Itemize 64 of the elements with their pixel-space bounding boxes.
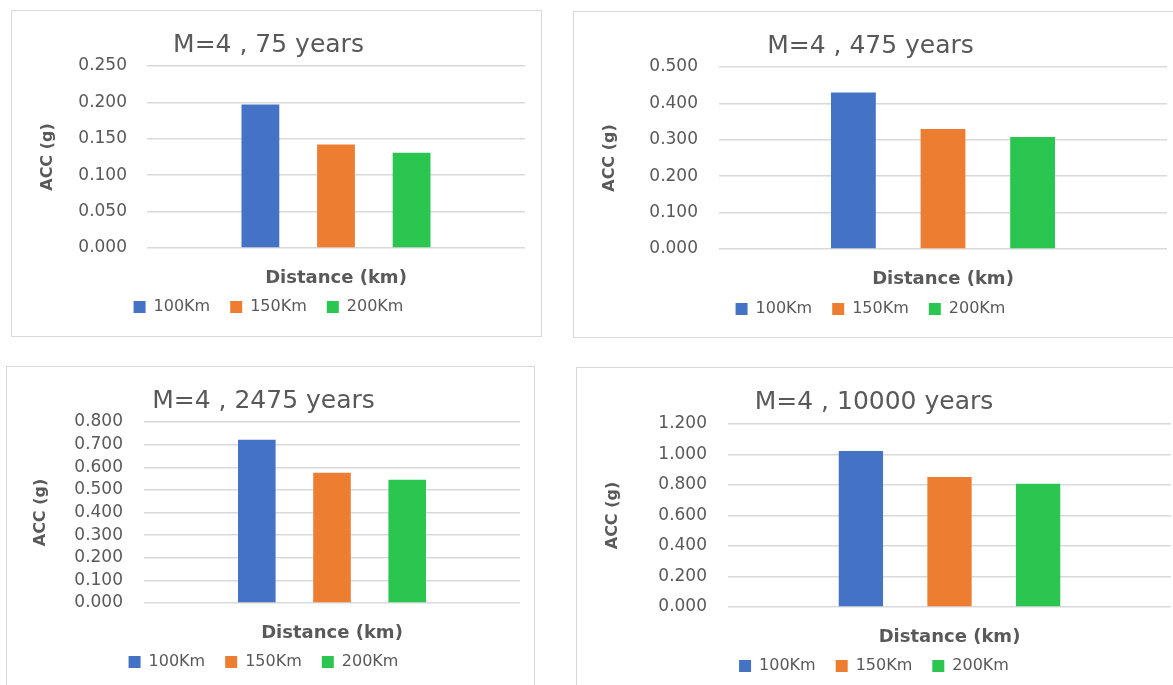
legend-label: 200Km [948, 298, 1006, 318]
legend-label: 100Km [759, 655, 816, 675]
bar [1010, 136, 1055, 249]
y-tick-label: 0.250 [78, 54, 127, 75]
y-tick-label: 0.600 [658, 503, 707, 524]
y-tick-label: 0.600 [74, 455, 123, 476]
y-tick-label: 0.400 [74, 500, 123, 521]
x-axis-title: Distance (km) [261, 620, 403, 642]
y-tick-label: 0.000 [649, 237, 698, 258]
bar [392, 152, 431, 248]
y-tick-label: 0.200 [649, 164, 698, 185]
y-tick-label: 0.000 [74, 591, 123, 612]
legend-label: 200Km [346, 296, 404, 316]
legend-label: 200Km [952, 655, 1009, 675]
bar [388, 479, 426, 603]
y-tick-label: 0.050 [78, 200, 127, 221]
bar [920, 128, 966, 249]
y-axis-title: ACC (g) [30, 478, 50, 547]
x-axis-title: Distance (km) [878, 624, 1021, 646]
x-axis-title: Distance (km) [872, 266, 1014, 288]
legend-label: 150Km [852, 298, 909, 318]
legend-label: 150Km [855, 655, 913, 675]
y-axis-title: ACC (g) [602, 481, 622, 550]
legend-label: 150Km [250, 296, 307, 316]
legend-label: 100Km [148, 651, 206, 671]
y-tick-label: 1.200 [658, 412, 707, 433]
y-tick-label: 0.800 [74, 410, 123, 431]
y-tick-label: 0.400 [649, 91, 698, 112]
bar [241, 104, 280, 248]
y-tick-label: 0.000 [658, 595, 707, 616]
chart-title: M=4 , 475 years [767, 29, 974, 59]
y-tick-label: 0.700 [74, 433, 123, 454]
legend-label: 100Km [153, 296, 211, 316]
y-tick-label: 0.150 [78, 127, 127, 148]
legend-label: 100Km [755, 298, 813, 318]
y-axis-title: ACC (g) [37, 123, 57, 191]
legend-label: 200Km [341, 651, 399, 671]
y-tick-label: 1.000 [658, 442, 707, 463]
y-axis-title: ACC (g) [599, 124, 619, 192]
x-axis-title: Distance (km) [265, 265, 407, 287]
chart-title: M=4 , 10000 years [754, 385, 994, 415]
y-tick-label: 0.300 [649, 128, 698, 149]
y-tick-label: 0.200 [658, 564, 707, 585]
y-tick-label: 0.100 [649, 201, 698, 222]
bar [831, 92, 876, 249]
bar [838, 450, 884, 607]
y-tick-label: 0.400 [658, 534, 707, 555]
y-tick-label: 0.300 [74, 523, 123, 544]
y-tick-label: 0.100 [74, 568, 123, 589]
chart-title: M=4 , 2475 years [152, 384, 375, 414]
y-tick-label: 0.500 [649, 55, 698, 76]
bar [927, 476, 972, 607]
legend-label: 150Km [245, 651, 302, 671]
bar [238, 439, 276, 603]
bar [313, 472, 351, 603]
chart-title: M=4 , 75 years [173, 28, 364, 58]
y-tick-label: 0.200 [78, 90, 127, 111]
bar [317, 144, 355, 248]
y-tick-label: 0.100 [78, 163, 127, 184]
y-tick-label: 0.200 [74, 546, 123, 567]
y-tick-label: 0.000 [78, 236, 127, 257]
y-tick-label: 0.500 [74, 478, 123, 499]
y-tick-label: 0.800 [658, 473, 707, 494]
bar [1015, 483, 1061, 607]
